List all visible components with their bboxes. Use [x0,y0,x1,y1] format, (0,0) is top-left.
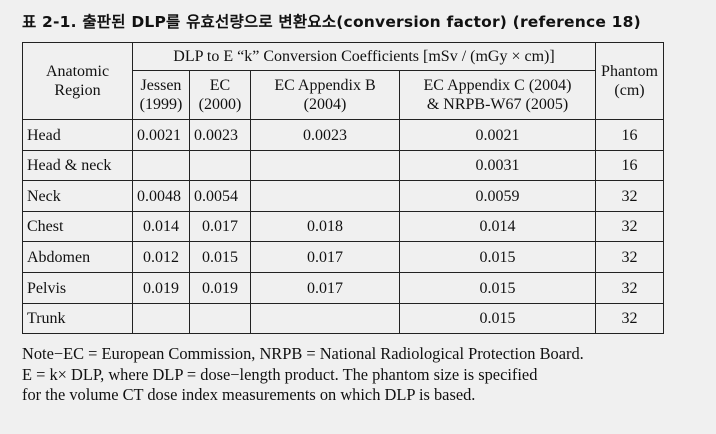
cell-ec-appendix-b: 0.0023 [250,119,400,151]
cell-region: Head [22,119,133,151]
table-row: Head & neck 0.0031 16 [22,150,664,181]
cell-phantom: 16 [595,150,664,181]
header-phantom: Phantom (cm) [595,42,664,120]
conversion-table: Anatomic Region DLP to E “k” Conversion … [22,42,664,334]
cell-jessen [132,303,190,334]
header-ec-appendix-c: EC Appendix C (2004) & NRPB-W67 (2005) [399,70,596,120]
note-line: E = k× DLP, where DLP = dose−length prod… [22,364,538,384]
cell-ec: 0.015 [189,241,251,273]
cell-ec [189,150,251,181]
cell-ec-appendix-b [250,150,400,181]
header-ec: EC (2000) [189,70,251,120]
table-row: Pelvis 0.019 0.019 0.017 0.015 32 [22,272,664,304]
table-note: Note−EC = European Commission, NRPB = Na… [22,344,584,406]
cell-ec-appendix-b: 0.018 [250,211,400,242]
cell-phantom: 16 [595,119,664,151]
cell-jessen: 0.0048 [132,180,190,212]
cell-jessen: 0.0021 [132,119,190,151]
cell-phantom: 32 [595,180,664,212]
cell-region: Head & neck [22,150,133,181]
cell-ec: 0.019 [189,272,251,304]
cell-ec-appendix-c: 0.015 [399,272,596,304]
cell-phantom: 32 [595,211,664,242]
note-line: Note−EC = European Commission, NRPB = Na… [22,344,584,363]
header-jessen: Jessen (1999) [132,70,190,120]
cell-ec-appendix-b: 0.017 [250,241,400,273]
cell-ec-appendix-b [250,303,400,334]
cell-ec-appendix-c: 0.0031 [399,150,596,181]
table-row: Head 0.0021 0.0023 0.0023 0.0021 16 [22,119,664,151]
cell-phantom: 32 [595,303,664,334]
cell-region: Pelvis [22,272,133,304]
cell-jessen: 0.012 [132,241,190,273]
cell-region: Chest [22,211,133,242]
cell-ec-appendix-b: 0.017 [250,272,400,304]
cell-ec: 0.0023 [189,119,251,151]
cell-jessen [132,150,190,181]
table-row: Abdomen 0.012 0.015 0.017 0.015 32 [22,241,664,273]
cell-ec-appendix-c: 0.015 [399,241,596,273]
cell-ec [189,303,251,334]
cell-ec: 0.0054 [189,180,251,212]
table-row: Chest 0.014 0.017 0.018 0.014 32 [22,211,664,242]
table-row: Neck 0.0048 0.0054 0.0059 32 [22,180,664,212]
cell-jessen: 0.019 [132,272,190,304]
cell-ec-appendix-b [250,180,400,212]
cell-ec-appendix-c: 0.0059 [399,180,596,212]
cell-ec-appendix-c: 0.015 [399,303,596,334]
cell-region: Neck [22,180,133,212]
table-caption: 표 2-1. 출판된 DLP를 유효선량으로 변환요소(conversion f… [22,13,641,31]
cell-jessen: 0.014 [132,211,190,242]
cell-ec-appendix-c: 0.014 [399,211,596,242]
cell-region: Trunk [22,303,133,334]
header-ec-appendix-b: EC Appendix B (2004) [250,70,400,120]
cell-ec: 0.017 [189,211,251,242]
cell-ec-appendix-c: 0.0021 [399,119,596,151]
note-line: for the volume CT dose index measurement… [22,385,476,404]
cell-region: Abdomen [22,241,133,273]
table-row: Trunk 0.015 32 [22,303,664,334]
header-conversion-coefficients: DLP to E “k” Conversion Coefficients [mS… [132,42,596,71]
cell-phantom: 32 [595,272,664,304]
cell-phantom: 32 [595,241,664,273]
header-anatomic-region: Anatomic Region [22,42,133,120]
